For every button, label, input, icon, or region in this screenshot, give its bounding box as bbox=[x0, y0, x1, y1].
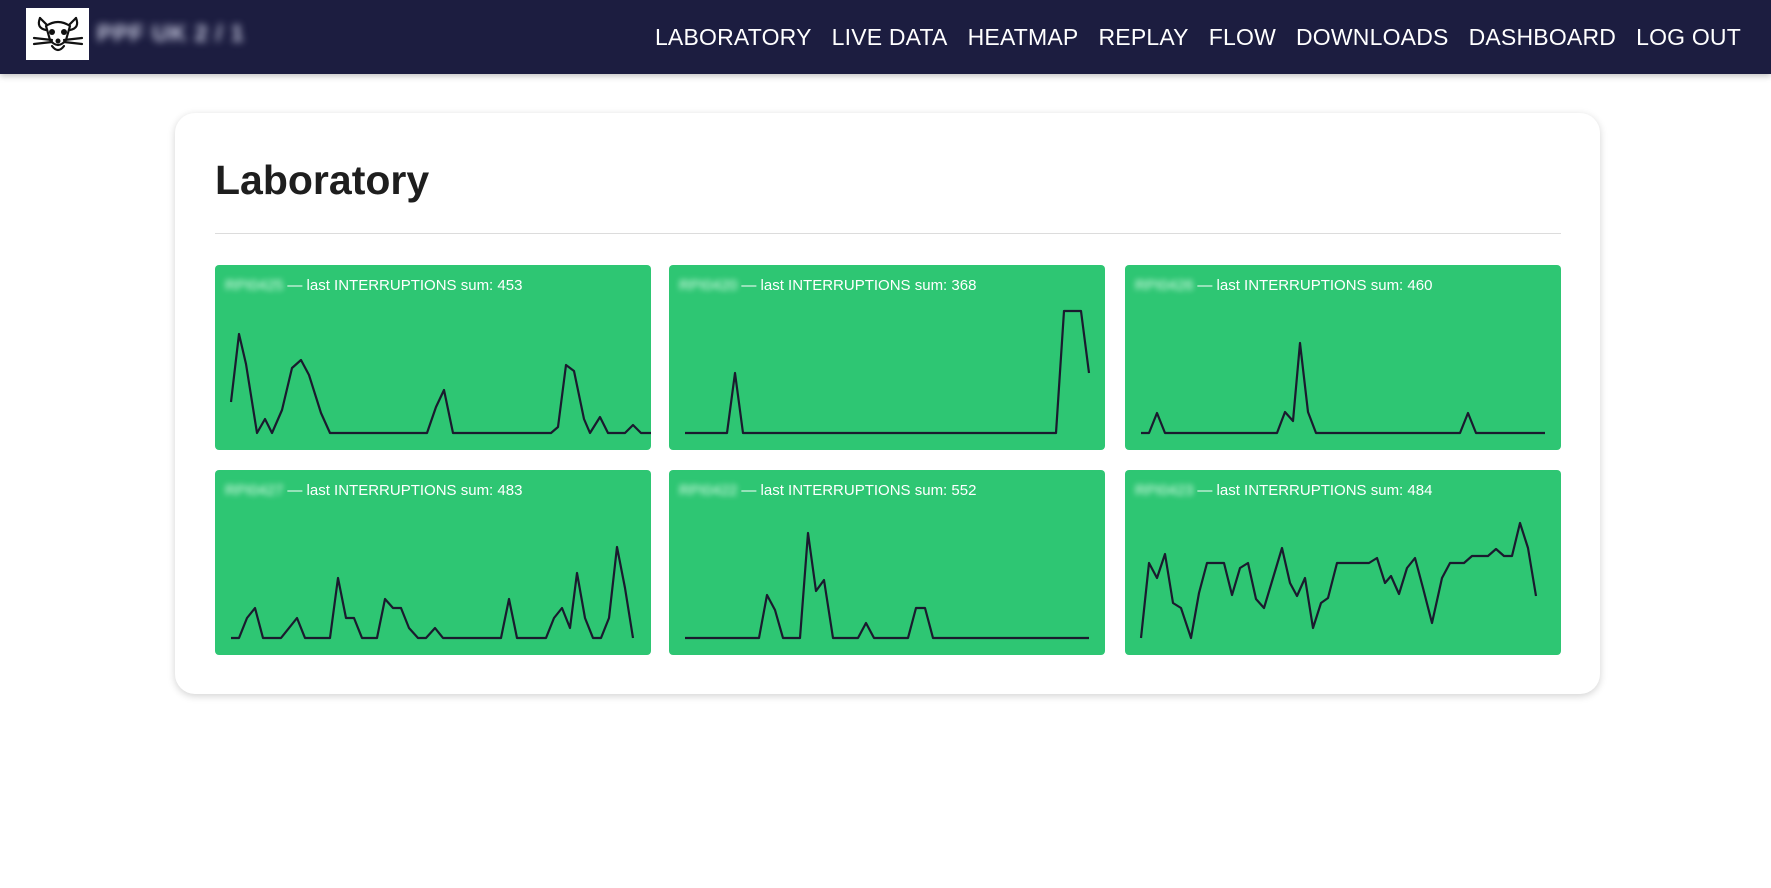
device-tile[interactable]: RPI0426— last INTERRUPTIONS sum: 460 bbox=[1125, 265, 1561, 450]
nav-laboratory[interactable]: LABORATORY bbox=[654, 23, 812, 50]
nav-flow[interactable]: FLOW bbox=[1208, 23, 1276, 50]
top-navbar: PPF UK 2 / 1 LABORATORY LIVE DATA HEATMA… bbox=[0, 0, 1771, 74]
title-divider bbox=[215, 233, 1561, 234]
sparkline-chart bbox=[1141, 341, 1545, 435]
sparkline-chart bbox=[229, 332, 651, 435]
nav-replay[interactable]: REPLAY bbox=[1098, 23, 1189, 50]
device-id: RPI0426 bbox=[1135, 277, 1194, 294]
sparkline bbox=[1139, 521, 1538, 640]
sparkline-chart bbox=[685, 309, 1091, 435]
sparkline bbox=[685, 531, 1089, 640]
nav-live-data[interactable]: LIVE DATA bbox=[831, 23, 948, 50]
page-title: Laboratory bbox=[215, 157, 430, 203]
tile-caption: RPI0422— last INTERRUPTIONS sum: 552 bbox=[679, 482, 976, 499]
device-id: RPI0422 bbox=[679, 482, 738, 499]
tile-summary: — last INTERRUPTIONS sum: 460 bbox=[1197, 277, 1433, 294]
nav-dashboard[interactable]: DASHBOARD bbox=[1468, 23, 1617, 50]
nav-log-out[interactable]: LOG OUT bbox=[1636, 23, 1741, 50]
rat-logo-icon[interactable] bbox=[26, 8, 89, 60]
tile-caption: RPI0420— last INTERRUPTIONS sum: 368 bbox=[679, 277, 976, 294]
tile-caption: RPI0425— last INTERRUPTIONS sum: 453 bbox=[225, 277, 522, 294]
sparkline-chart bbox=[685, 531, 1089, 640]
nav-heatmap[interactable]: HEATMAP bbox=[967, 23, 1079, 50]
sparkline bbox=[1141, 341, 1545, 435]
device-tile[interactable]: RPI0420— last INTERRUPTIONS sum: 368 bbox=[669, 265, 1105, 450]
sparkline bbox=[229, 332, 651, 435]
device-id: RPI0420 bbox=[679, 277, 738, 294]
tile-caption: RPI0427— last INTERRUPTIONS sum: 483 bbox=[225, 482, 522, 499]
sparkline-chart bbox=[231, 545, 635, 640]
tile-caption: RPI0426— last INTERRUPTIONS sum: 460 bbox=[1135, 277, 1432, 294]
main-nav: LABORATORY LIVE DATA HEATMAP REPLAY FLOW… bbox=[655, 0, 1741, 74]
tile-summary: — last INTERRUPTIONS sum: 484 bbox=[1197, 482, 1433, 499]
tile-summary: — last INTERRUPTIONS sum: 483 bbox=[287, 482, 523, 499]
sparkline-chart bbox=[1139, 521, 1538, 640]
nav-downloads[interactable]: DOWNLOADS bbox=[1295, 23, 1449, 50]
device-tile[interactable]: RPI0423— last INTERRUPTIONS sum: 484 bbox=[1125, 470, 1561, 655]
tile-caption: RPI0423— last INTERRUPTIONS sum: 484 bbox=[1135, 482, 1432, 499]
device-tile[interactable]: RPI0425— last INTERRUPTIONS sum: 453 bbox=[215, 265, 651, 450]
tile-summary: — last INTERRUPTIONS sum: 453 bbox=[287, 277, 523, 294]
device-tile[interactable]: RPI0422— last INTERRUPTIONS sum: 552 bbox=[669, 470, 1105, 655]
brand-name: PPF UK 2 / 1 bbox=[97, 20, 245, 46]
laboratory-card: Laboratory RPI0425— last INTERRUPTIONS s… bbox=[175, 113, 1600, 694]
tile-summary: — last INTERRUPTIONS sum: 368 bbox=[741, 277, 977, 294]
sparkline bbox=[685, 309, 1091, 435]
device-tile[interactable]: RPI0427— last INTERRUPTIONS sum: 483 bbox=[215, 470, 651, 655]
device-id: RPI0427 bbox=[225, 482, 284, 499]
tile-summary: — last INTERRUPTIONS sum: 552 bbox=[741, 482, 977, 499]
sparkline bbox=[231, 545, 635, 640]
device-id: RPI0425 bbox=[225, 277, 284, 294]
device-id: RPI0423 bbox=[1135, 482, 1194, 499]
